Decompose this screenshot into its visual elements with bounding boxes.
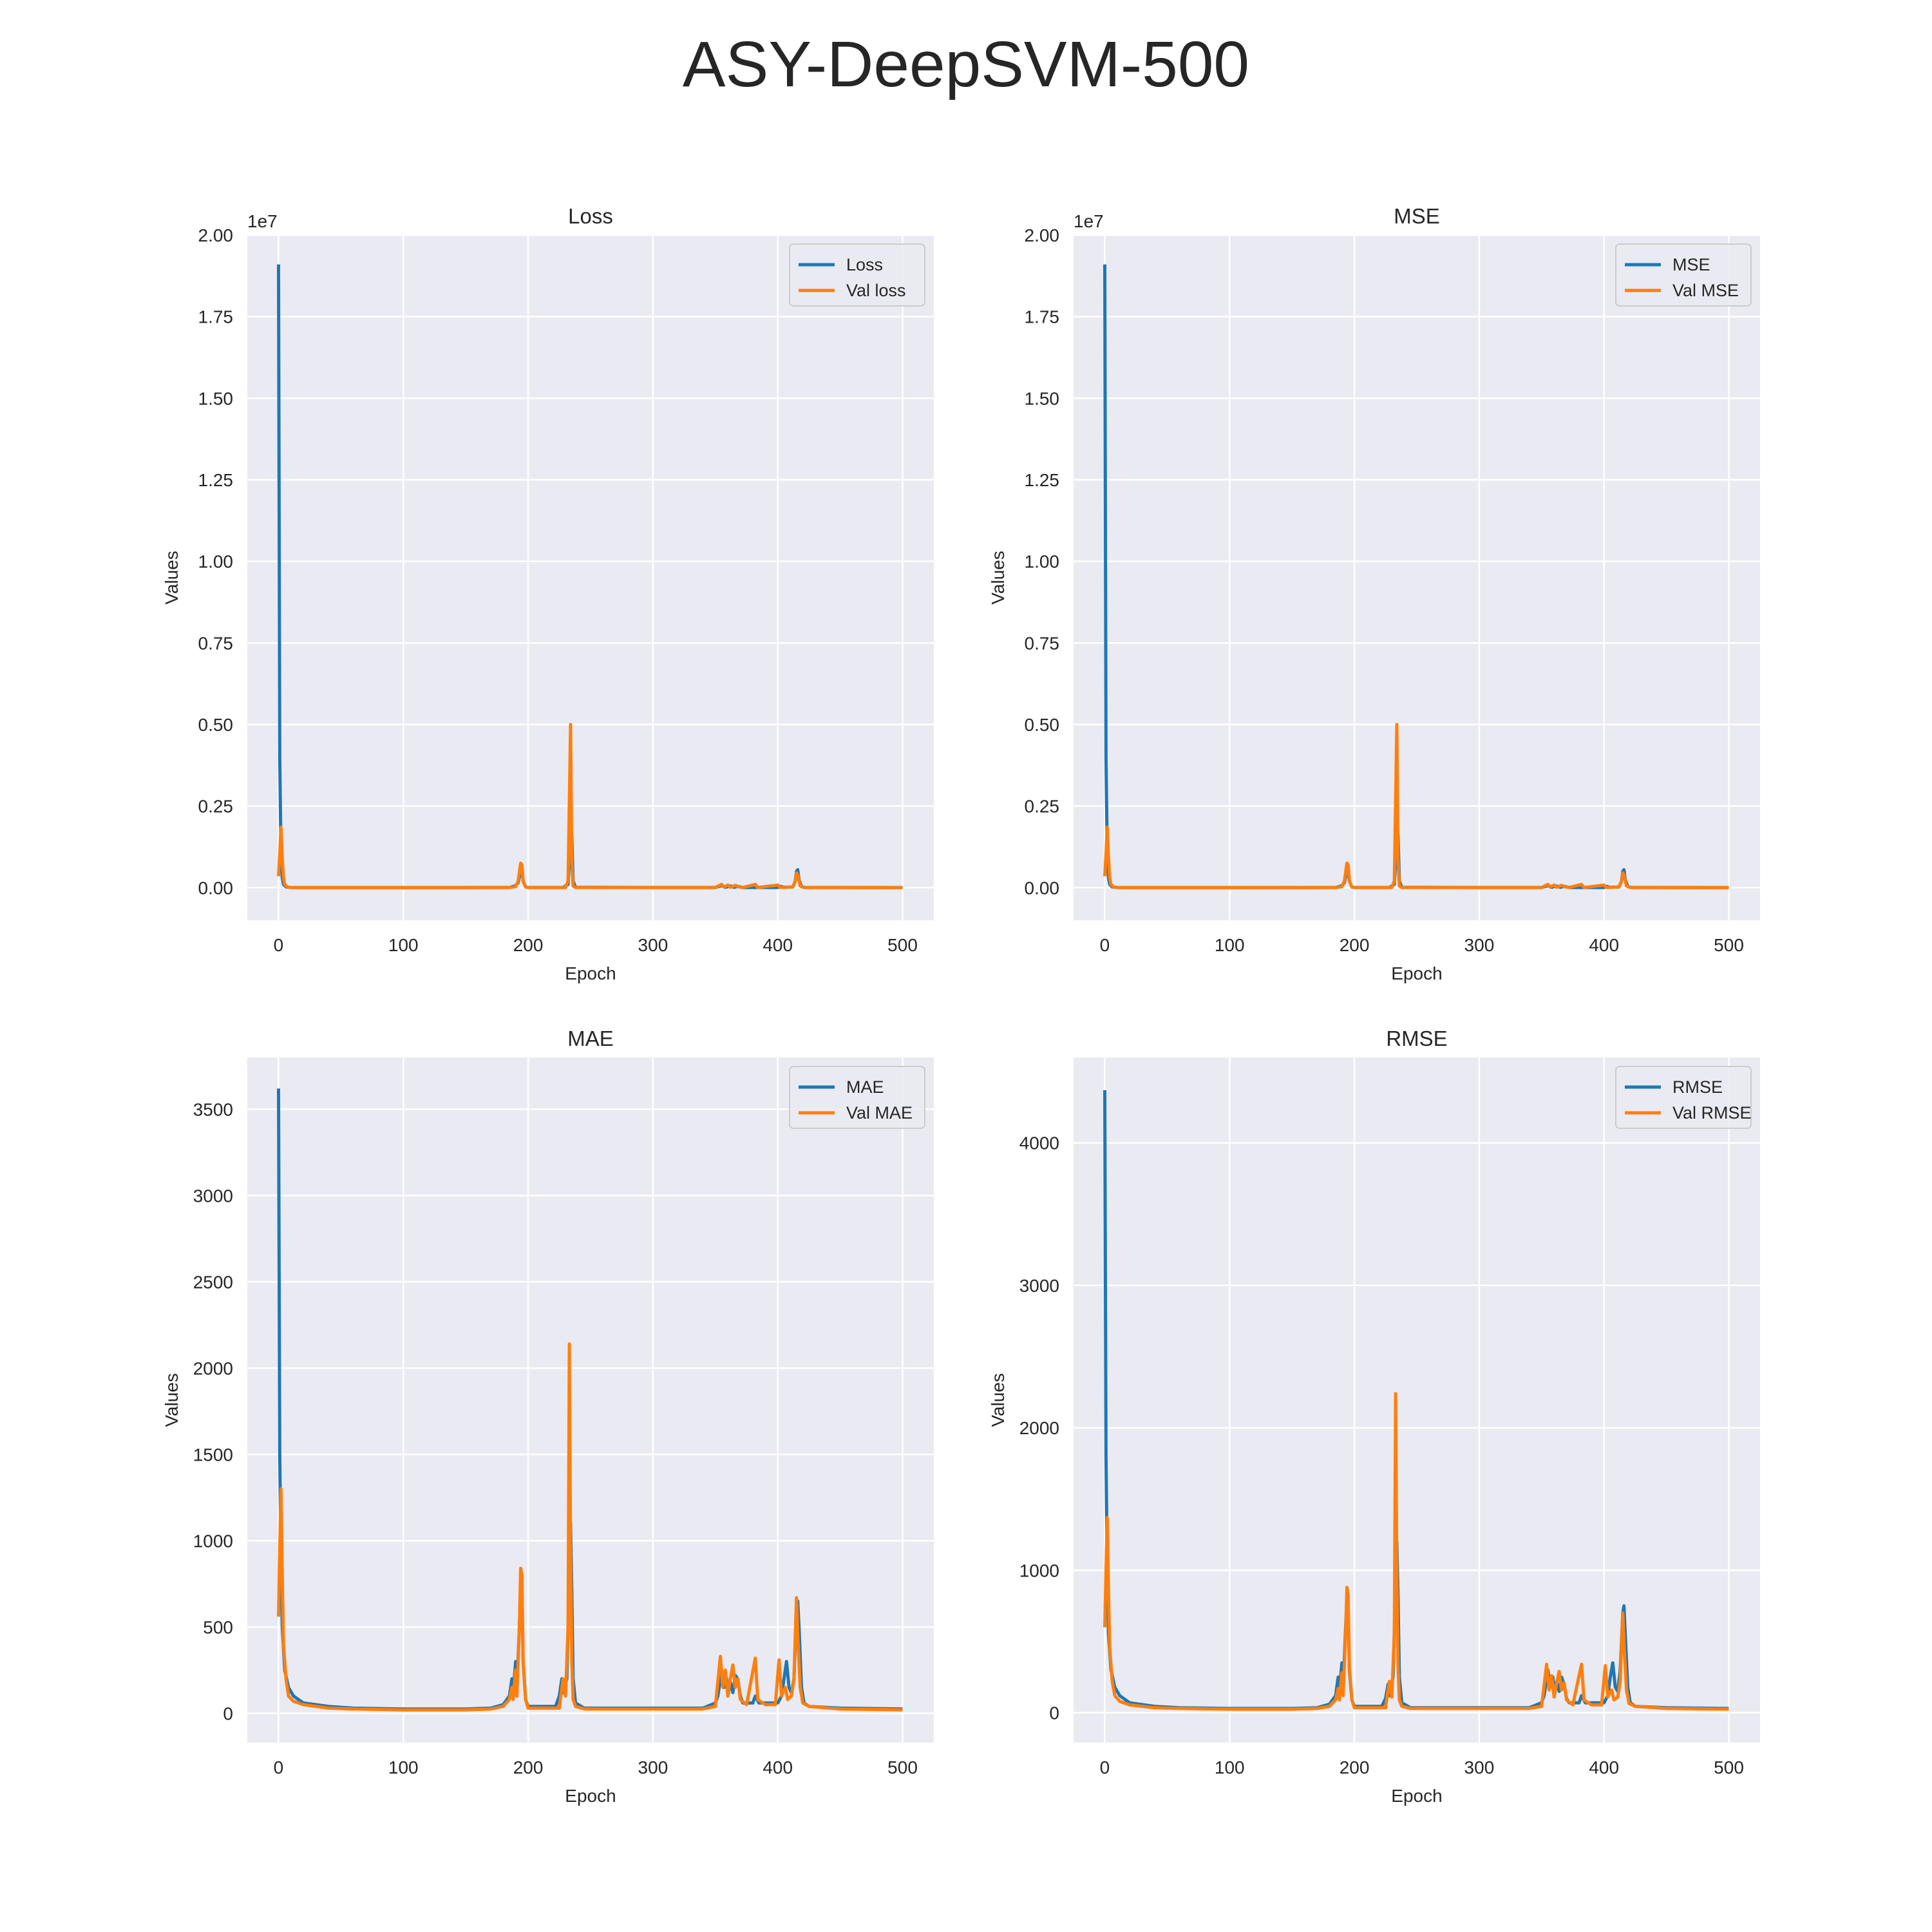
legend-label: MAE [846, 1077, 884, 1097]
y-tick-label: 4000 [1019, 1133, 1059, 1153]
legend-label: Val RMSE [1672, 1103, 1752, 1122]
y-axis-label: Values [162, 551, 182, 605]
legend: MSE Val MSE [1615, 243, 1752, 307]
y-tick-label: 1500 [193, 1444, 233, 1464]
y-tick-label: 3000 [193, 1186, 233, 1206]
x-tick-label: 200 [1340, 935, 1370, 955]
chart-title: RMSE [1386, 1027, 1447, 1050]
x-tick-label: 400 [1589, 1757, 1619, 1777]
plot-area [247, 235, 934, 920]
x-tick-label: 300 [638, 935, 668, 955]
x-tick-label: 500 [1714, 935, 1744, 955]
y-tick-label: 0 [1049, 1703, 1059, 1723]
y-tick-label: 0.00 [1025, 878, 1060, 898]
x-tick-label: 200 [513, 935, 544, 955]
y-tick-label: 0.25 [1025, 797, 1060, 817]
y-tick-label: 500 [203, 1617, 233, 1637]
x-tick-label: 300 [1464, 935, 1495, 955]
y-tick-label: 3500 [193, 1099, 233, 1119]
y-tick-label: 2000 [193, 1358, 233, 1378]
plot-area [247, 1057, 934, 1743]
x-tick-label: 100 [388, 1757, 419, 1777]
x-tick-label: 500 [1714, 1757, 1744, 1777]
x-axis-label: Epoch [1391, 1786, 1442, 1806]
y-tick-label: 1.50 [198, 388, 234, 408]
y-axis-label: Values [988, 551, 1008, 605]
x-tick-label: 300 [1464, 1757, 1495, 1777]
y-tick-label: 0.75 [198, 633, 234, 653]
legend-label: MSE [1672, 255, 1710, 274]
x-tick-label: 100 [1215, 935, 1245, 955]
y-tick-label: 0.50 [1025, 715, 1060, 735]
y-tick-label: 0 [223, 1703, 233, 1723]
y-tick-label: 1.75 [1025, 307, 1060, 327]
series-line-val-mse [1103, 723, 1729, 889]
chart-panel-rmse: 0 100 200 300 400 500 0 1000 2000 3000 4000 RMSE Epo… [988, 1027, 1760, 1806]
y-tick-label: 1000 [193, 1531, 233, 1551]
legend: MAE Val MAE [789, 1066, 925, 1129]
series-line-val-mae [277, 1342, 903, 1712]
y-tick-label: 0.00 [198, 878, 234, 898]
y-tick-label: 1.00 [198, 552, 234, 572]
y-tick-label: 0.50 [198, 715, 234, 735]
x-tick-label: 0 [274, 935, 284, 955]
plot-area [1074, 235, 1760, 920]
legend: Loss Val loss [789, 243, 925, 307]
chart-title: Loss [568, 204, 613, 228]
y-tick-label: 1.75 [198, 307, 234, 327]
legend-label: Val MAE [846, 1103, 913, 1122]
x-axis-label: Epoch [1391, 963, 1442, 983]
chart-panel-mae: 0 100 200 300 400 500 0 500 1000 1500 2000 2500 3000… [162, 1027, 934, 1806]
legend-label: Val loss [846, 281, 906, 300]
x-tick-label: 400 [762, 935, 793, 955]
x-tick-label: 400 [1589, 935, 1619, 955]
x-tick-label: 100 [1215, 1757, 1245, 1777]
series-line-val-rmse [1103, 1392, 1729, 1711]
y-tick-label: 0.75 [1025, 633, 1060, 653]
chart-panel-loss: 0 100 200 300 400 500 0.00 0.25 0.50 0.75 1.00 1.25… [162, 204, 934, 983]
y-tick-label: 1000 [1019, 1560, 1059, 1580]
x-tick-label: 0 [1100, 935, 1110, 955]
figure-title: ASY-DeepSVM-500 [682, 28, 1250, 100]
y-tick-label: 1.25 [198, 470, 234, 490]
plot-area [1074, 1057, 1760, 1743]
x-tick-label: 0 [274, 1757, 284, 1777]
y-tick-label: 2000 [1019, 1418, 1059, 1438]
x-tick-label: 300 [638, 1757, 668, 1777]
y-axis-label: Values [988, 1373, 1008, 1427]
x-axis-label: Epoch [565, 1786, 616, 1806]
x-tick-label: 0 [1100, 1757, 1110, 1777]
y-tick-label: 1.50 [1025, 388, 1060, 408]
y-tick-label: 2.00 [1025, 225, 1060, 245]
y-tick-label: 3000 [1019, 1276, 1059, 1296]
y-offset-label: 1e7 [1074, 211, 1104, 231]
chart-panel-mse: 0 100 200 300 400 500 0.00 0.25 0.50 0.75 1.00 1.25… [988, 204, 1760, 983]
y-tick-label: 1.25 [1025, 470, 1060, 490]
y-tick-label: 2500 [193, 1272, 233, 1292]
x-tick-label: 200 [1340, 1757, 1370, 1777]
chart-title: MAE [567, 1027, 614, 1050]
x-axis-label: Epoch [565, 963, 616, 983]
y-offset-label: 1e7 [247, 211, 278, 231]
legend: RMSE Val RMSE [1615, 1066, 1752, 1129]
x-tick-label: 200 [513, 1757, 544, 1777]
series-line-val-loss [277, 723, 903, 889]
legend-label: Val MSE [1672, 281, 1739, 300]
y-tick-label: 0.25 [198, 797, 234, 817]
x-tick-label: 500 [887, 1757, 918, 1777]
y-tick-label: 1.00 [1025, 552, 1060, 572]
chart-title: MSE [1394, 204, 1440, 228]
y-tick-label: 2.00 [198, 225, 234, 245]
y-axis-label: Values [162, 1373, 182, 1427]
x-tick-label: 400 [762, 1757, 793, 1777]
x-tick-label: 100 [388, 935, 419, 955]
x-tick-label: 500 [887, 935, 918, 955]
legend-label: RMSE [1672, 1077, 1723, 1097]
legend-label: Loss [846, 255, 883, 274]
